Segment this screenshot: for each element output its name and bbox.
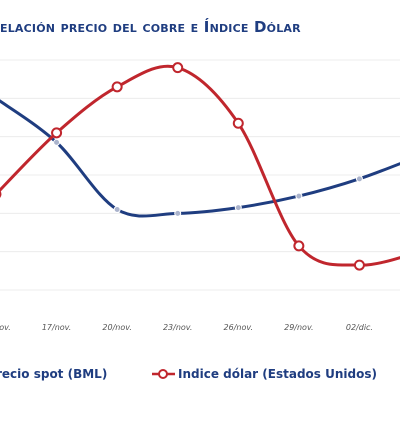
series-point	[353, 259, 365, 271]
legend-label: recio spot (BML)	[0, 367, 107, 381]
series-point	[293, 240, 305, 252]
series-line-1	[0, 64, 400, 267]
series-line-0	[0, 99, 400, 218]
legend-label: Indice dólar (Estados Unidos)	[178, 367, 377, 381]
x-tick-label: 14/nov.	[0, 323, 11, 332]
x-tick-label: 20/nov.	[102, 323, 131, 332]
x-tick-label: 26/nov.	[224, 323, 253, 332]
series-point	[51, 127, 63, 139]
series-point	[172, 62, 184, 74]
x-tick-label: 17/nov.	[42, 323, 71, 332]
x-tick-label: 29/nov.	[284, 323, 313, 332]
series-point	[174, 209, 182, 217]
x-tick-label: 23/nov.	[163, 323, 192, 332]
series-point	[53, 138, 61, 146]
series-layer	[0, 62, 400, 271]
x-tick-label: 02/dic.	[346, 323, 373, 332]
legend-swatch-marker	[158, 369, 168, 379]
series-point	[111, 81, 123, 93]
legend: recio spot (BML) Indice dólar (Estados Un…	[0, 367, 377, 381]
series-point	[295, 192, 303, 200]
x-axis-ticks: 14/nov. 17/nov. 20/nov. 23/nov. 26/nov. 29/no…	[0, 323, 373, 332]
chart-title: elación precio del cobre e Índice Dólar	[0, 18, 301, 36]
gridlines	[0, 59, 400, 291]
series-point	[113, 206, 121, 213]
series-point	[355, 175, 363, 183]
series-point	[232, 117, 244, 129]
series-point	[0, 190, 2, 198]
series-point	[234, 204, 242, 212]
